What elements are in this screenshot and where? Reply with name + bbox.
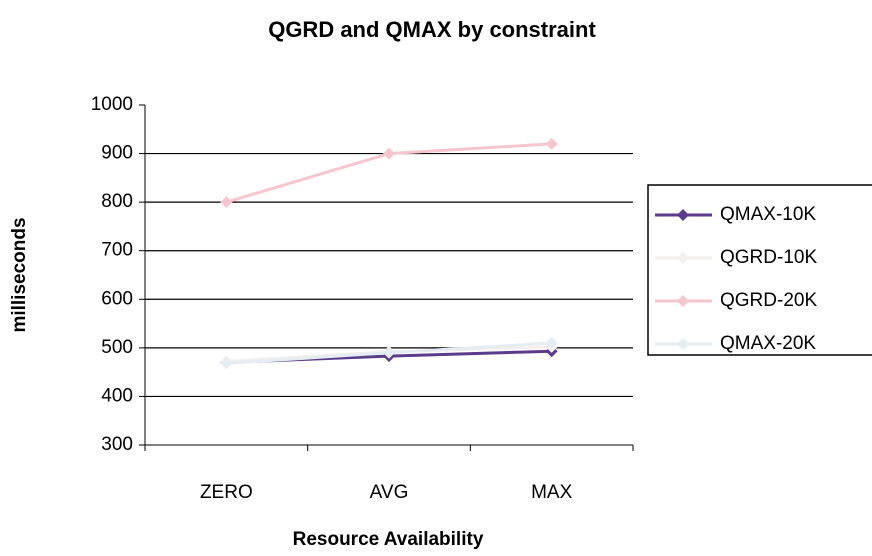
- x-axis-label: Resource Availability: [293, 529, 484, 550]
- data-point: [383, 147, 395, 160]
- y-tick-label: 300: [101, 434, 133, 455]
- legend-marker: [677, 295, 689, 307]
- y-tick-label: 400: [101, 385, 133, 406]
- legend-marker: [677, 209, 689, 221]
- chart-title: QGRD and QMAX by constraint: [268, 17, 596, 42]
- y-tick-label: 900: [101, 143, 133, 164]
- y-axis-label: milliseconds: [9, 217, 30, 332]
- legend-label: QGRD-10K: [720, 247, 817, 268]
- y-tick-label: 1000: [91, 94, 133, 115]
- legend-label: QMAX-20K: [720, 333, 816, 354]
- legend-label: QGRD-20K: [720, 290, 817, 311]
- legend-marker: [677, 338, 689, 350]
- x-tick-label: ZERO: [200, 482, 253, 503]
- x-tick-label: AVG: [370, 482, 409, 503]
- data-point: [220, 357, 233, 370]
- data-point: [545, 137, 558, 150]
- y-tick-label: 800: [101, 191, 133, 212]
- y-tick-label: 600: [101, 288, 133, 309]
- legend-label: QMAX-10K: [720, 204, 816, 225]
- data-point: [545, 337, 558, 349]
- data-point: [383, 346, 395, 359]
- x-tick-label: MAX: [531, 482, 573, 503]
- legend-marker: [677, 252, 689, 264]
- data-point: [220, 196, 233, 209]
- y-tick-label: 700: [101, 240, 133, 261]
- y-tick-label: 500: [101, 337, 133, 358]
